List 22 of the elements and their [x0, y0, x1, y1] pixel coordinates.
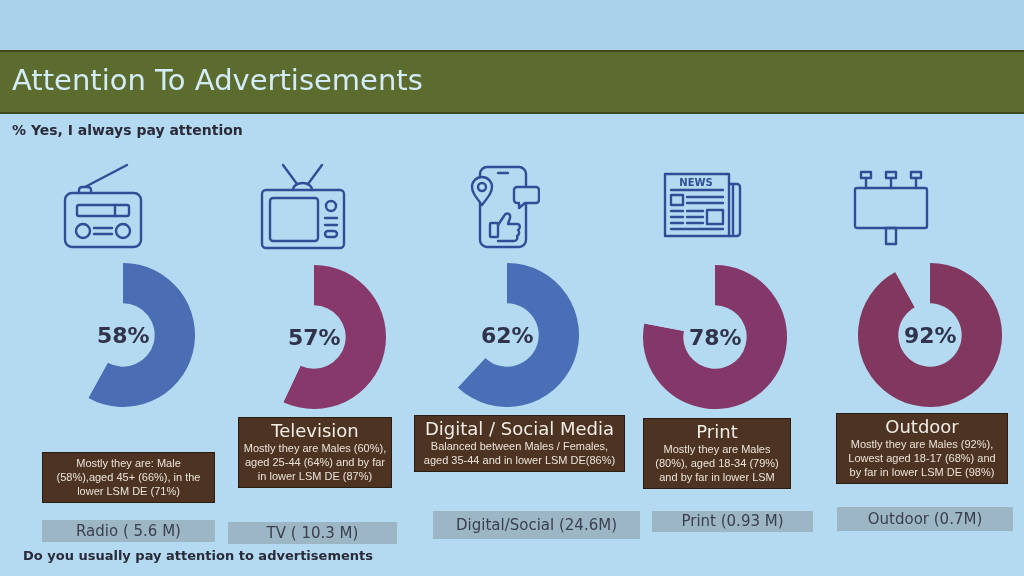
data-label: 62%	[481, 323, 534, 348]
text: Do you usually pay attention to advertisements	[23, 548, 373, 563]
data-label: 57%	[288, 325, 341, 350]
text: Print (0.93 M)	[652, 511, 813, 532]
text: Attention To Advertisements	[12, 62, 423, 98]
data-label: 92%	[904, 323, 957, 348]
text: Outdoor (0.7M)	[837, 507, 1013, 531]
text: Balanced between Males / Females, aged 35-44 and in lower LSM DE(86%)	[422, 439, 617, 467]
text: Mostly they are Males (60%), aged 25-44 (64%) and by far in lower LSM DE (87%)	[243, 441, 387, 483]
text: % Yes, I always pay attention	[12, 122, 243, 138]
text: Print	[695, 421, 739, 442]
text: Outdoor	[884, 416, 960, 437]
text: Digital/Social (24.6M)	[433, 511, 640, 539]
text: Radio ( 5.6 M)	[42, 520, 215, 542]
text: Mostly they are Males (80%), aged 18-34 (79%) and by far in lower LSM	[654, 442, 780, 484]
data-label: 78%	[689, 325, 742, 350]
text: TV ( 10.3 M)	[228, 522, 397, 544]
text: Digital / Social Media	[423, 418, 615, 439]
text: Mostly they are Males (92%), Lowest aged 18-17 (68%) and by far in lower LSM DE (98%)	[847, 437, 997, 479]
text: Mostly they are: Male (58%),aged 45+ (66%), in the lower LSM DE (71%)	[55, 456, 202, 498]
data-label: 58%	[97, 323, 150, 348]
text: Television	[270, 420, 360, 441]
